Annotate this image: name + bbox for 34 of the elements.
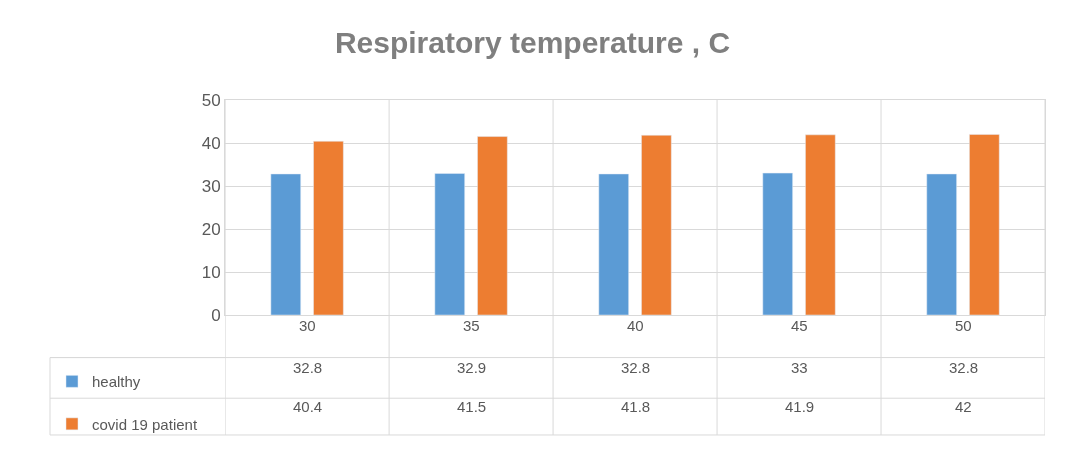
bar (641, 135, 672, 315)
bar (270, 173, 301, 315)
bar (598, 173, 629, 315)
data-label: 41.9 (785, 398, 815, 415)
bar (805, 134, 836, 315)
bar (434, 173, 465, 315)
x-tick-label: 40 (627, 317, 644, 334)
bar (969, 134, 1000, 315)
bar (477, 136, 508, 315)
bar (762, 172, 793, 315)
data-label: 32.8 (293, 359, 323, 376)
legend-label: healthy (91, 373, 141, 391)
data-label: 41.8 (621, 398, 651, 415)
data-label: 41.5 (457, 398, 487, 415)
x-tick-label: 30 (299, 317, 316, 334)
bar (313, 141, 344, 315)
y-tick-label: 50 (201, 90, 221, 110)
x-tick-label: 50 (955, 317, 972, 334)
y-tick-label: 40 (201, 133, 221, 153)
data-label: 32.9 (457, 359, 487, 376)
legend-label: covid 19 patient (91, 415, 198, 433)
data-label: 32.8 (949, 359, 979, 376)
data-label: 42 (955, 398, 972, 415)
bar (926, 173, 957, 315)
data-label: 33 (791, 359, 808, 376)
x-tick-label: 35 (463, 317, 480, 334)
y-tick-label: 0 (211, 305, 221, 325)
y-tick-label: 30 (201, 176, 221, 196)
y-tick-label: 20 (201, 219, 221, 239)
chart-title: Respiratory temperature , C (334, 25, 731, 59)
data-label: 32.8 (621, 359, 651, 376)
data-label: 40.4 (293, 398, 323, 415)
x-tick-label: 45 (791, 317, 808, 334)
y-tick-label: 10 (201, 262, 221, 282)
